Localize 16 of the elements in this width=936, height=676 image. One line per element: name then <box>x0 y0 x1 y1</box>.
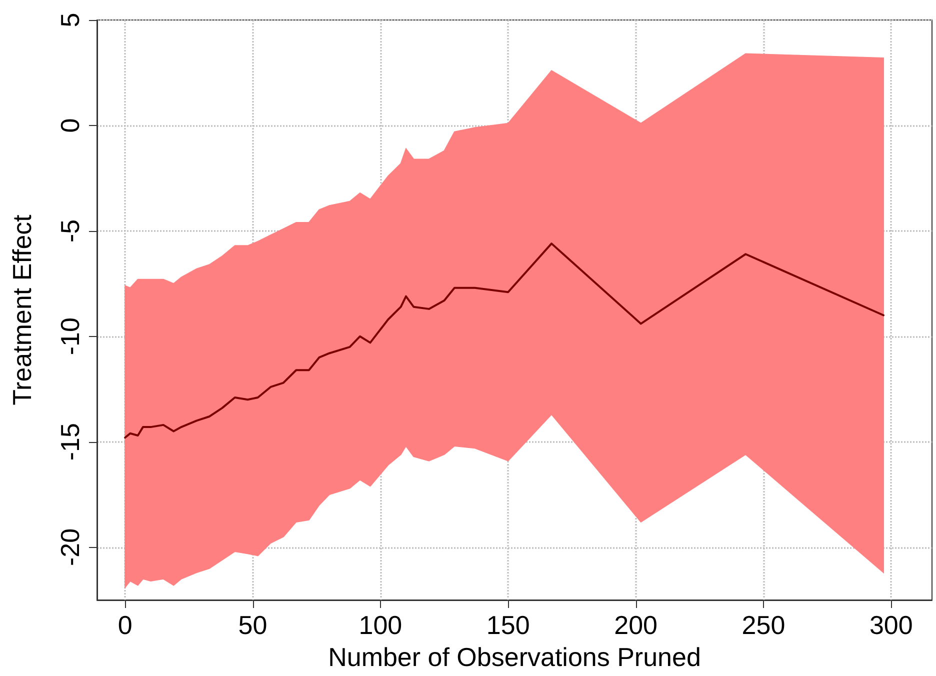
y-tick-label: -20 <box>55 528 85 566</box>
x-tick-label: 200 <box>614 610 658 640</box>
x-tick-label: 150 <box>486 610 530 640</box>
x-axis-title: Number of Observations Pruned <box>328 642 701 672</box>
y-tick-label: -10 <box>55 318 85 356</box>
x-tick-label: 50 <box>238 610 268 640</box>
x-tick-label: 0 <box>118 610 132 640</box>
y-tick-label: -15 <box>55 423 85 461</box>
y-tick-label: -5 <box>55 219 85 242</box>
x-tick-label: 300 <box>869 610 913 640</box>
x-tick-label: 100 <box>358 610 402 640</box>
y-tick-label: 5 <box>55 12 85 28</box>
y-axis-title: Treatment Effect <box>7 214 37 406</box>
line-series <box>124 242 884 439</box>
y-tick-label: 0 <box>55 118 85 133</box>
x-tick-label: 250 <box>742 610 786 640</box>
